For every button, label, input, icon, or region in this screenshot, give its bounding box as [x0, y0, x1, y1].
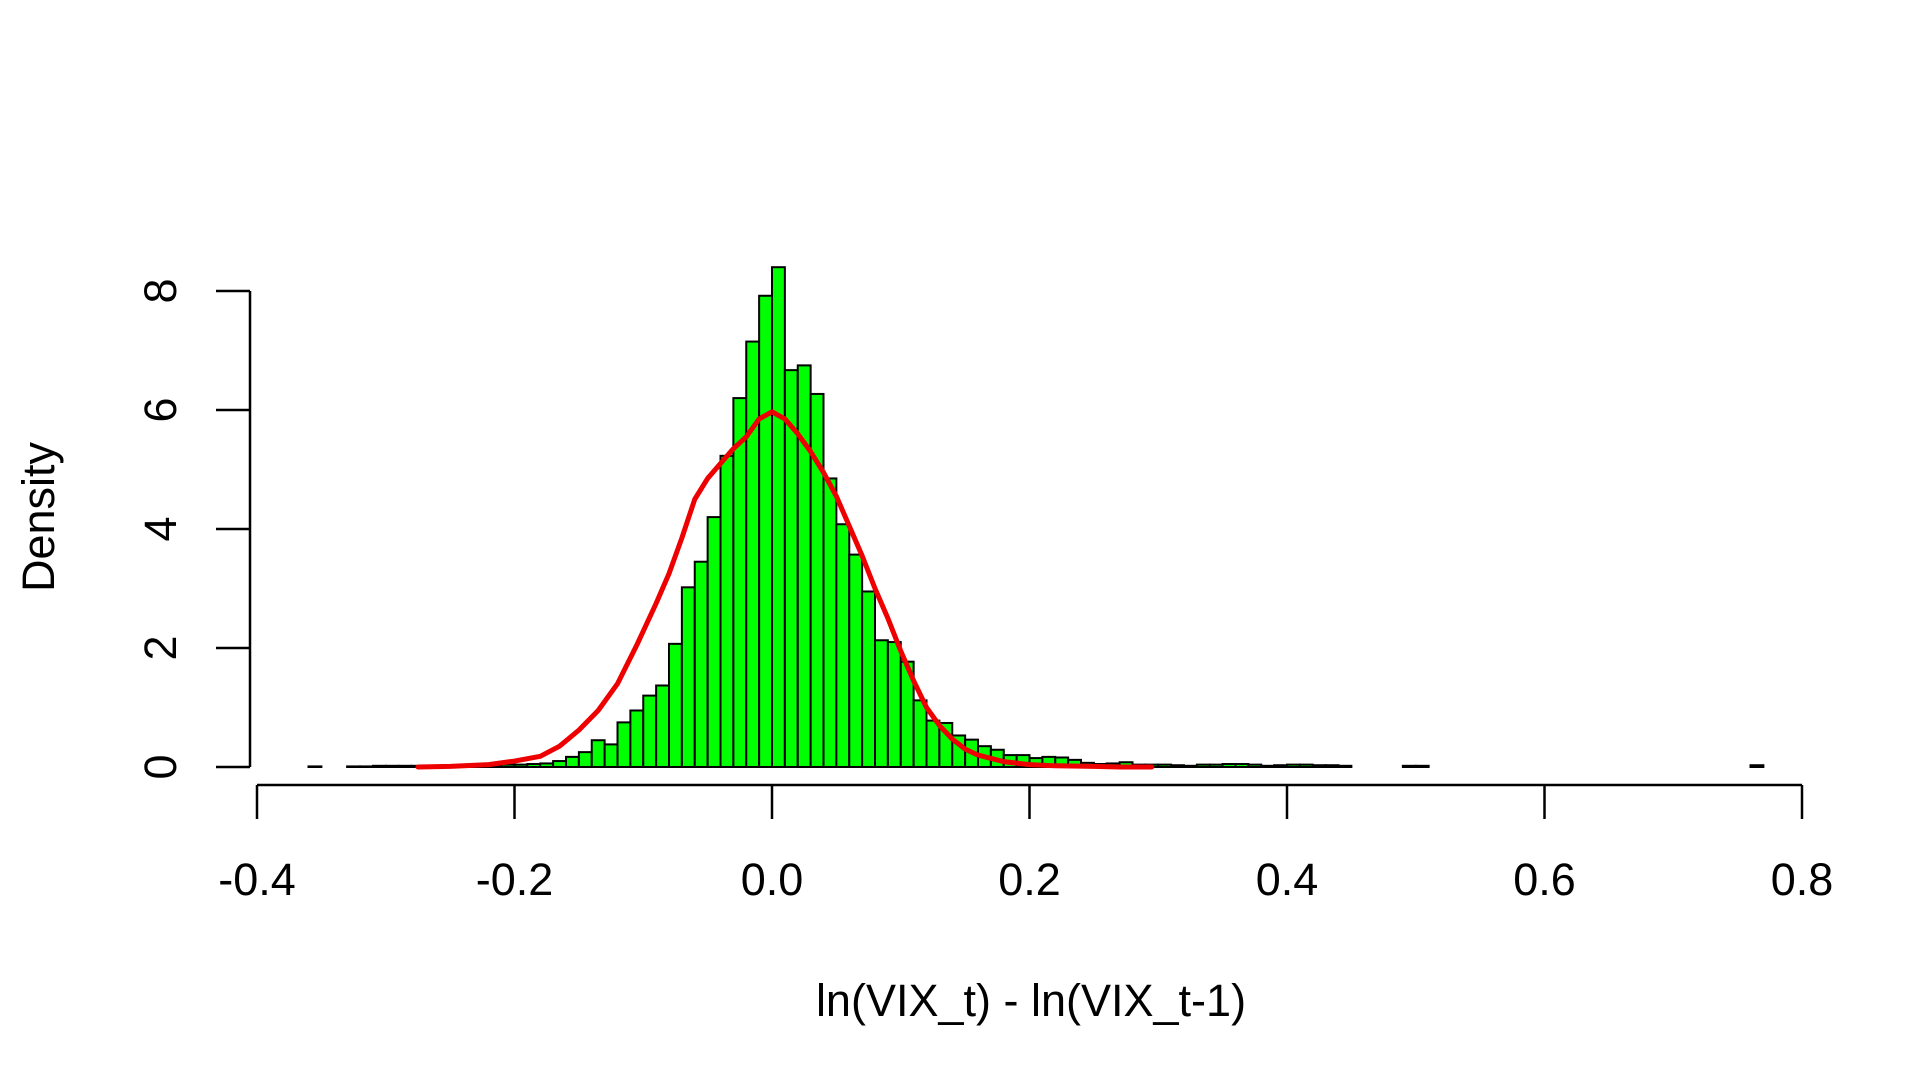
x-tick-label: 0.4	[1256, 854, 1319, 905]
histogram-bar	[912, 699, 928, 768]
histogram-bar	[1337, 764, 1353, 768]
histogram-bar	[371, 764, 387, 768]
histogram-bar	[1247, 763, 1263, 768]
y-tick-label: 6	[135, 397, 186, 422]
x-axis-title: ln(VIX_t) - ln(VIX_t-1)	[816, 975, 1246, 1026]
histogram-bar	[307, 765, 323, 769]
y-tick-label: 4	[135, 516, 186, 541]
x-tick-label: 0.2	[998, 854, 1061, 905]
density-curve-layer	[415, 409, 1155, 770]
histogram-bar	[1414, 764, 1430, 768]
x-tick-label: 0.6	[1513, 854, 1576, 905]
histogram-bars	[307, 266, 1765, 769]
histogram-bar	[577, 751, 593, 769]
histogram-bar	[732, 397, 748, 768]
histogram-bar	[603, 743, 619, 769]
histogram-bar	[629, 709, 645, 768]
histogram-bar	[397, 764, 413, 768]
histogram-bar	[693, 560, 709, 768]
histogram-bar	[1298, 763, 1314, 768]
histogram-bar	[1195, 763, 1211, 768]
histogram-bar	[796, 364, 812, 769]
histogram-bar	[874, 639, 889, 769]
x-tick-label: -0.2	[476, 854, 554, 905]
y-axis-title: Density	[13, 441, 64, 592]
x-tick-label: 0.0	[741, 854, 804, 905]
histogram-bar	[590, 739, 606, 768]
histogram-bar	[706, 516, 722, 768]
histogram-bar	[1157, 763, 1173, 768]
histogram-bar	[359, 765, 374, 769]
histogram-bar	[745, 340, 761, 768]
histogram-bar	[861, 590, 876, 768]
histogram-bar	[552, 760, 568, 768]
histogram-bar	[1273, 764, 1288, 768]
histogram-bar	[771, 266, 786, 768]
histogram-bar	[384, 764, 400, 768]
histogram-bar	[809, 392, 825, 768]
histogram-bar	[1260, 764, 1276, 768]
y-tick-label: 2	[135, 635, 186, 660]
histogram-bar	[616, 721, 632, 769]
histogram-bar	[513, 763, 529, 768]
histogram-bar	[1749, 764, 1765, 768]
histogram-bar	[925, 719, 941, 769]
histogram-bar	[346, 765, 362, 769]
histogram-bar	[719, 454, 735, 768]
x-tick-label: -0.4	[218, 854, 296, 905]
histogram-bar	[668, 642, 683, 769]
histogram-bar	[680, 586, 696, 768]
histogram-bar	[758, 294, 774, 768]
histogram-bar	[1221, 763, 1237, 769]
histogram-bar	[1324, 764, 1340, 768]
histogram-bar	[1170, 764, 1186, 768]
histogram-bar	[886, 641, 902, 768]
x-tick-label: 0.8	[1771, 854, 1834, 905]
y-tick-label: 8	[135, 278, 186, 303]
histogram-bar	[1311, 764, 1327, 768]
y-tick-label: 0	[135, 754, 186, 779]
histogram-bar	[835, 523, 851, 768]
histogram-bar	[642, 694, 658, 768]
histogram-bar	[1286, 763, 1301, 768]
histogram-bar	[822, 477, 838, 768]
x-axis: -0.4 -0.2 0.0 0.2 0.4 0.6 0.8	[218, 783, 1834, 905]
y-axis: 0 2 4 6 8	[135, 278, 252, 780]
density-curve	[415, 409, 1155, 770]
histogram-bar	[1401, 764, 1417, 768]
histogram-bar	[1208, 763, 1224, 768]
histogram-bar	[1183, 764, 1198, 768]
histogram-bar	[655, 684, 671, 768]
histogram-bar	[539, 762, 555, 768]
histogram-bar	[565, 755, 580, 769]
histogram-bar	[848, 553, 864, 769]
histogram-bar	[1234, 763, 1250, 769]
histogram-bar	[526, 763, 542, 769]
